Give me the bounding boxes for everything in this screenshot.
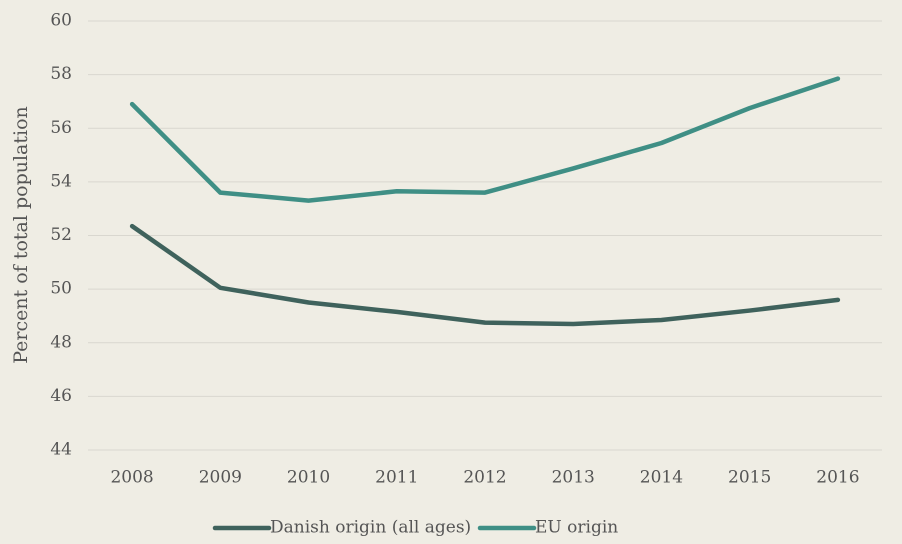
x-tick-label: 2011 [375,468,418,488]
x-tick-label: 2010 [287,468,330,488]
x-tick-label: 2008 [110,468,153,488]
y-tick-label: 54 [50,171,72,191]
y-tick-label: 48 [50,332,72,352]
legend-label: Danish origin (all ages) [270,518,471,538]
x-tick-label: 2012 [463,468,506,488]
y-tick-label: 44 [50,440,72,460]
y-axis-title: Percent of total population [10,106,32,364]
x-tick-label: 2013 [552,468,595,488]
y-tick-label: 56 [50,118,72,138]
series-line [129,223,841,327]
y-tick-label: 46 [50,386,72,406]
y-tick-label: 58 [50,64,72,84]
y-tick-label: 52 [50,225,72,245]
x-tick-label: 2015 [728,468,771,488]
x-tick-label: 2009 [199,468,242,488]
x-tick-label: 2014 [640,468,683,488]
y-tick-label: 50 [50,279,72,299]
y-tick-label: 60 [50,11,72,31]
legend-label: EU origin [535,518,618,538]
x-tick-label: 2016 [816,468,859,488]
series-line [129,76,841,203]
